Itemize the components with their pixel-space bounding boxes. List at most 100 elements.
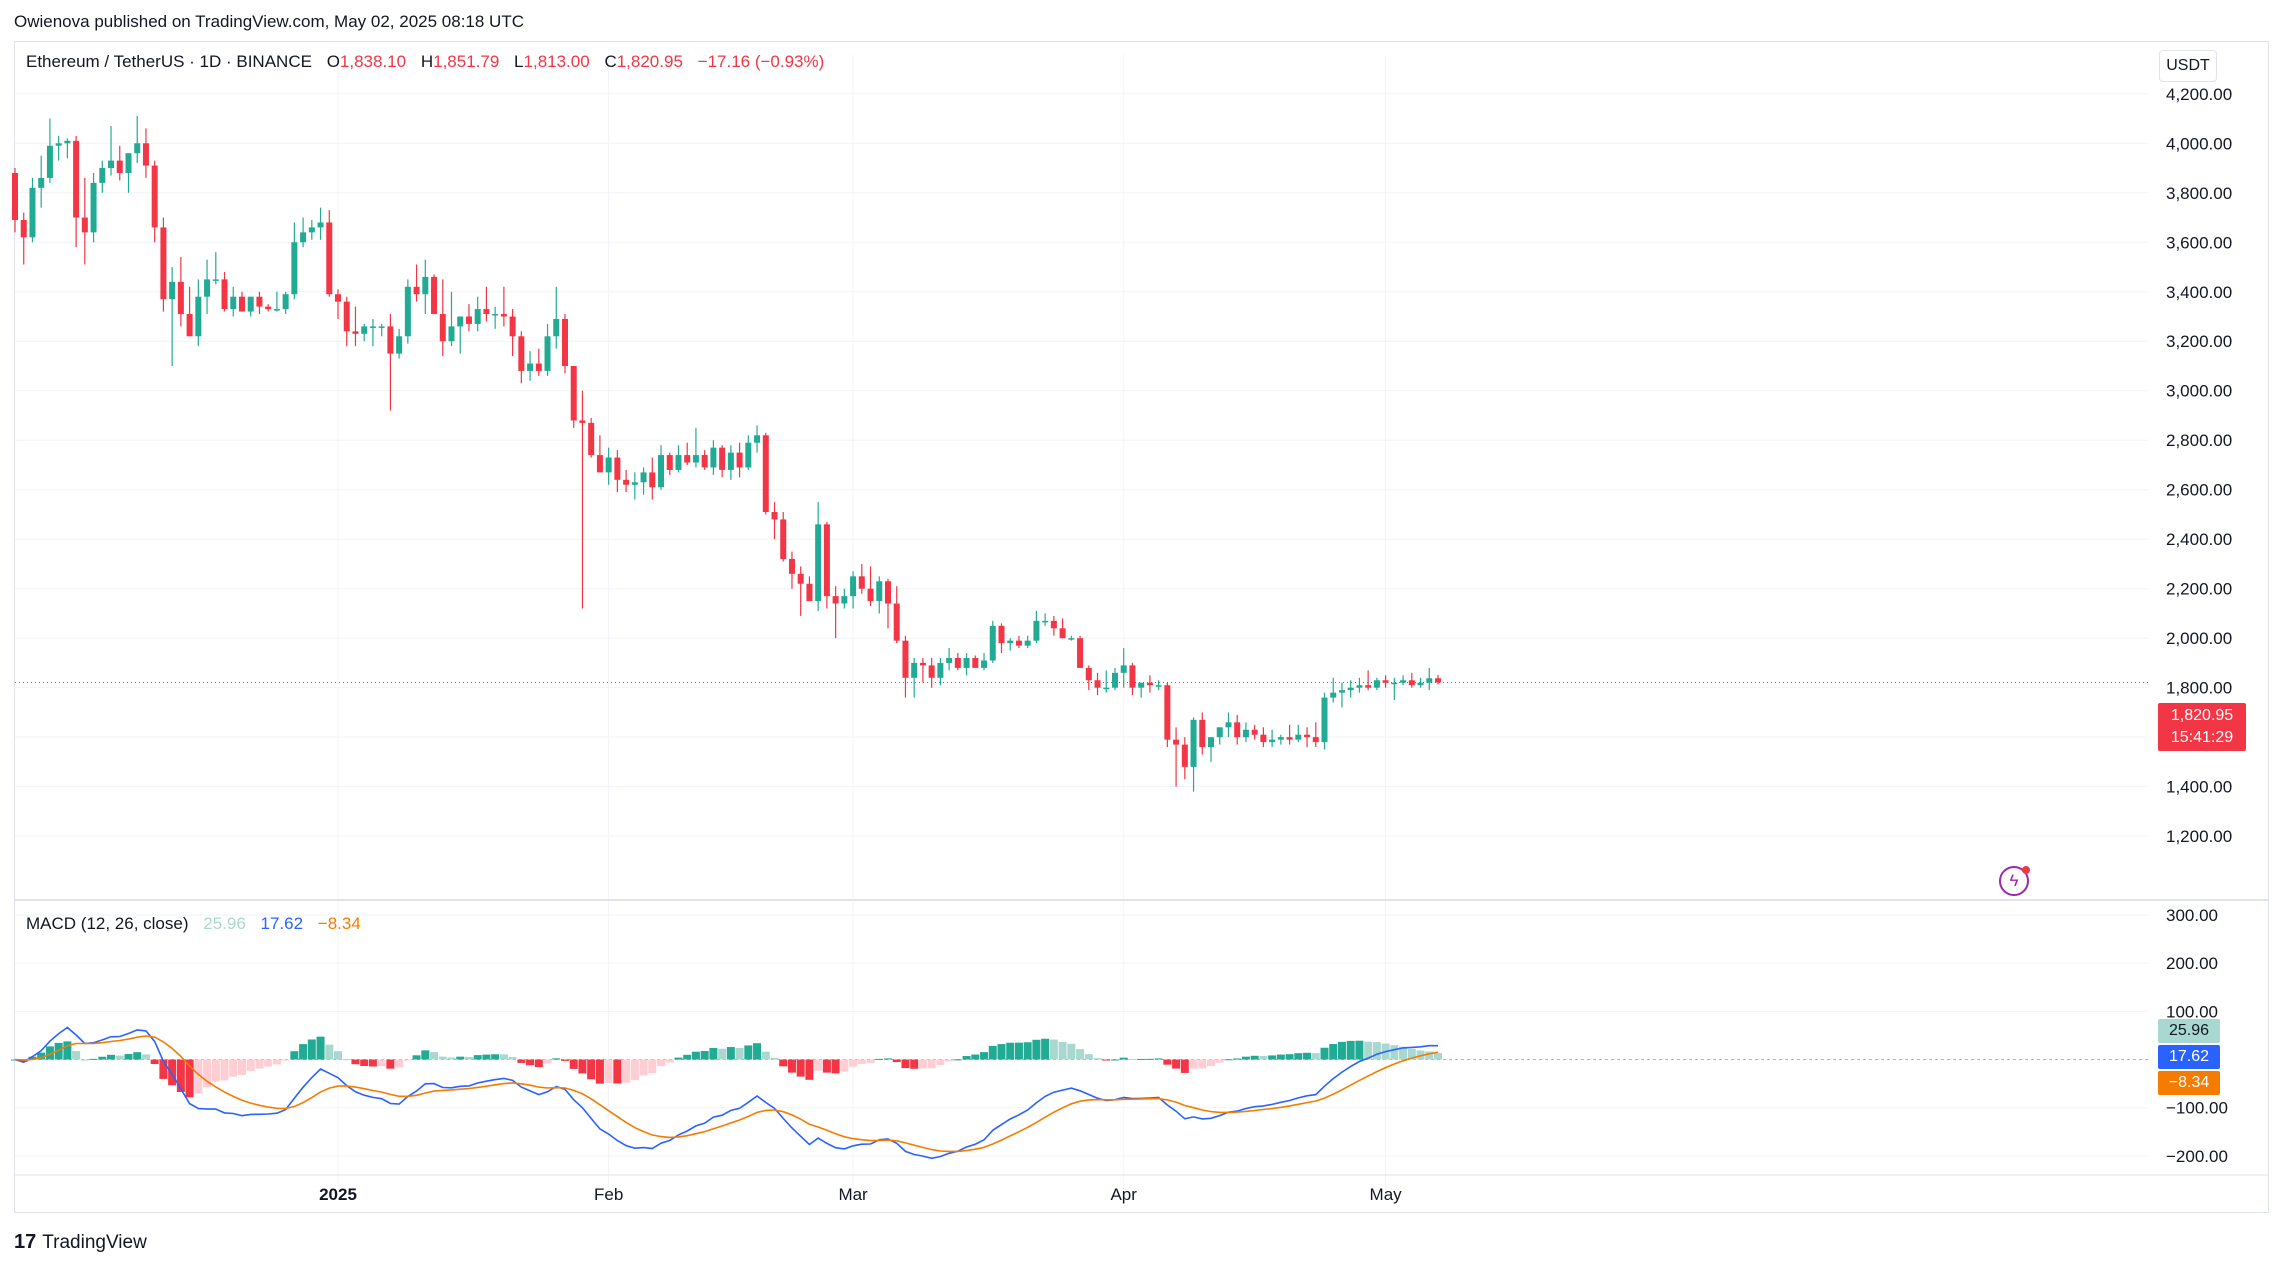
macd-hist-bar xyxy=(901,1059,910,1069)
candle-body xyxy=(666,455,673,470)
macd-hist-bar xyxy=(657,1059,666,1067)
price-tick-label: 2,200.00 xyxy=(2166,580,2232,599)
macd-hist-bar xyxy=(133,1052,142,1060)
candle-body xyxy=(221,279,228,310)
candle-body xyxy=(631,482,638,485)
candle-body xyxy=(1295,734,1302,740)
macd-tick-label: 300.00 xyxy=(2166,906,2218,925)
candle-body xyxy=(561,318,568,366)
macd-hist-bar xyxy=(290,1051,299,1060)
macd-hist-bar xyxy=(1198,1059,1207,1069)
candle-body xyxy=(20,219,27,238)
candle-body xyxy=(727,452,734,470)
candle-body xyxy=(1434,678,1441,683)
macd-hist-bar xyxy=(1224,1059,1233,1061)
candle-body xyxy=(1103,687,1110,690)
candle-body xyxy=(946,657,953,663)
candle-body xyxy=(684,455,691,463)
candle-body xyxy=(675,455,682,470)
candle-body xyxy=(736,452,743,468)
candle-body xyxy=(1007,640,1014,644)
macd-hist-bar xyxy=(910,1059,919,1069)
candle-body xyxy=(658,455,665,488)
macd-hist-bar xyxy=(683,1054,692,1060)
price-tick-label: 3,200.00 xyxy=(2166,332,2232,351)
macd-hist-bar xyxy=(334,1051,343,1060)
macd-hist-bar xyxy=(691,1051,700,1060)
macd-hist-bar xyxy=(1355,1040,1364,1060)
candle-body xyxy=(1181,744,1188,767)
candle-body xyxy=(649,472,656,488)
macd-hist-bar xyxy=(779,1059,788,1067)
candle-body xyxy=(73,140,80,218)
macd-hist-bar xyxy=(1006,1042,1015,1060)
last-price-tag: 1,820.95 15:41:29 xyxy=(2158,703,2246,751)
tradingview-brand[interactable]: 17 TradingView xyxy=(14,1231,147,1254)
candle-body xyxy=(326,222,333,295)
candle-body xyxy=(1417,682,1424,686)
macd-hist-bar xyxy=(150,1059,159,1065)
macd-hist-bar xyxy=(255,1059,264,1069)
candle-body xyxy=(553,318,560,337)
macd-hist-bar xyxy=(674,1057,683,1060)
candle-body xyxy=(596,455,603,473)
macd-line xyxy=(14,1026,1438,1160)
symbol-title: Ethereum / TetherUS · 1D · BINANCE xyxy=(26,52,312,71)
candle-body xyxy=(396,336,403,354)
macd-hist-bar xyxy=(1311,1053,1320,1060)
macd-hist-bar xyxy=(80,1059,89,1061)
lightning-icon[interactable]: ϟ xyxy=(1999,866,2029,896)
macd-hist-bar xyxy=(875,1058,884,1060)
macd-hist-bar xyxy=(1102,1059,1111,1061)
macd-hist-bar xyxy=(1320,1047,1329,1060)
macd-hist-bar xyxy=(787,1059,796,1073)
candle-body xyxy=(247,296,254,312)
price-legend[interactable]: Ethereum / TetherUS · 1D · BINANCE O1,83… xyxy=(26,52,824,72)
price-tick-label: 3,000.00 xyxy=(2166,382,2232,401)
candle-body xyxy=(195,296,202,337)
macd-hist-bar xyxy=(360,1059,369,1066)
candle-body xyxy=(832,596,839,604)
candle-body xyxy=(308,227,315,233)
macd-legend[interactable]: MACD (12, 26, close) 25.96 17.62 −8.34 xyxy=(26,914,361,934)
macd-hist-bar xyxy=(700,1051,709,1060)
candle-body xyxy=(1330,692,1337,698)
candle-body xyxy=(815,524,822,602)
candle-body xyxy=(919,662,926,666)
macd-hist-bar xyxy=(1399,1046,1408,1060)
candle-body xyxy=(1173,739,1180,745)
macd-hist-bar xyxy=(962,1056,971,1060)
candle-body xyxy=(1085,667,1092,681)
macd-signal-line xyxy=(14,1035,1439,1153)
macd-hist-bar xyxy=(1023,1042,1032,1060)
candle-body xyxy=(134,143,141,154)
candle-body xyxy=(1242,729,1249,738)
macd-hist-bar xyxy=(124,1053,133,1060)
candle-body xyxy=(544,336,551,371)
tradingview-logo: 17 xyxy=(14,1231,37,1253)
macd-hist-bar xyxy=(805,1059,814,1080)
macd-hist-bar xyxy=(1084,1054,1093,1060)
macd-hist-bar xyxy=(866,1059,875,1063)
candle-body xyxy=(963,657,970,668)
candle-body xyxy=(46,145,53,178)
chart-frame xyxy=(14,41,2269,1213)
candle-body xyxy=(273,309,280,311)
candle-body xyxy=(1382,680,1389,683)
macd-hist-bar xyxy=(1093,1058,1102,1060)
macd-hist-bar xyxy=(1215,1059,1224,1063)
price-tick-label: 4,000.00 xyxy=(2166,134,2232,153)
macd-hist-bar xyxy=(1303,1052,1312,1060)
macd-hist-bar xyxy=(726,1047,735,1060)
macd-hist-bar xyxy=(482,1054,491,1060)
macd-hist-bar xyxy=(761,1051,770,1060)
macd-hist-bar xyxy=(491,1054,500,1060)
candle-body xyxy=(12,172,18,220)
macd-hist-bar xyxy=(1207,1059,1216,1067)
currency-button[interactable]: USDT xyxy=(2159,50,2217,82)
macd-hist-bar xyxy=(1294,1053,1303,1060)
candle-body xyxy=(492,314,499,316)
candle-body xyxy=(1199,719,1206,748)
macd-hist-bar xyxy=(1241,1056,1250,1060)
